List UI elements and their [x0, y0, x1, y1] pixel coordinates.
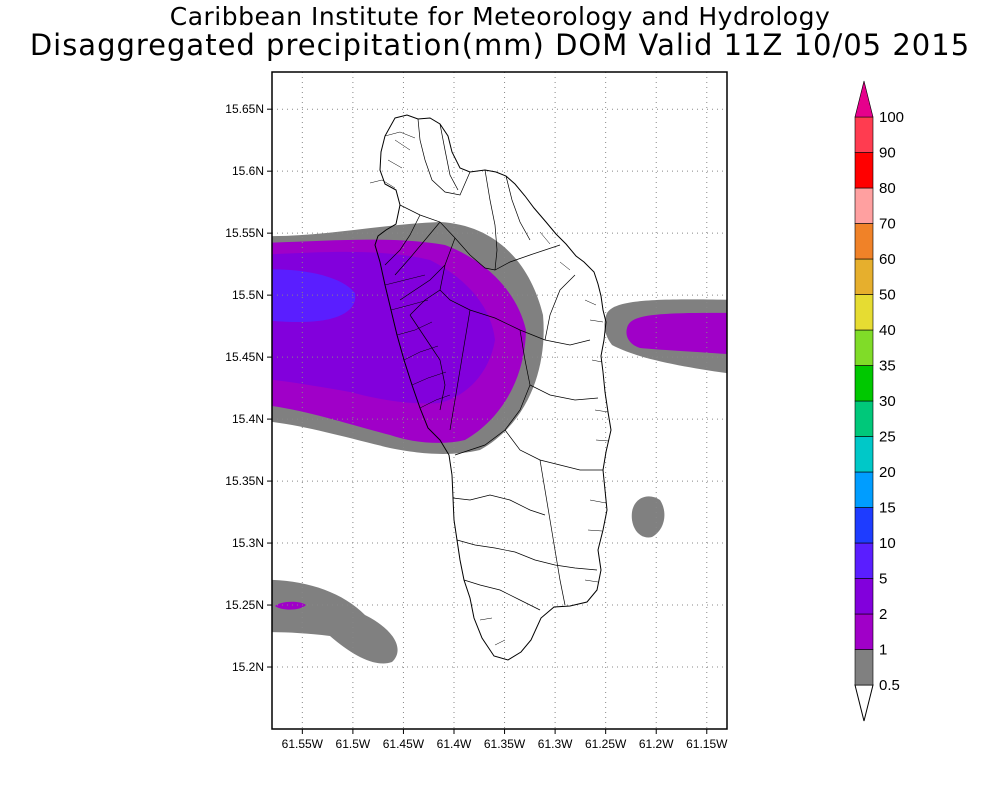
colorbar-swatch-0 — [854, 649, 874, 686]
colorbar-swatch-2 — [854, 578, 874, 615]
lon-tick-label-7: 61.2W — [639, 737, 674, 751]
colorbar-swatch-9 — [854, 329, 874, 366]
lat-tick-label-5: 15.4N — [232, 412, 264, 426]
lon-tick-label-3: 61.4W — [437, 737, 472, 751]
colorbar-swatch-13 — [854, 187, 874, 224]
colorbar-label-5: 15 — [879, 500, 896, 517]
colorbar-label-11: 50 — [879, 287, 896, 304]
colorbar-high-arrow — [854, 80, 874, 118]
colorbar-label-10: 40 — [879, 322, 896, 339]
colorbar-swatch-3 — [854, 542, 874, 579]
colorbar-label-16: 100 — [879, 109, 904, 126]
lat-tick-label-8: 15.25N — [225, 598, 264, 612]
colorbar-label-6: 20 — [879, 464, 896, 481]
colorbar-swatch-14 — [854, 152, 874, 189]
colorbar-label-9: 35 — [879, 358, 896, 375]
lat-tick-label-7: 15.3N — [232, 536, 264, 550]
lon-tick-label-8: 61.15W — [686, 737, 728, 751]
colorbar-swatch-10 — [854, 294, 874, 331]
map-grid — [272, 72, 727, 729]
colorbar-swatch-5 — [854, 471, 874, 508]
colorbar-label-3: 5 — [879, 571, 887, 588]
colorbar-label-12: 60 — [879, 251, 896, 268]
colorbar-swatch-1 — [854, 613, 874, 650]
colorbar-swatch-12 — [854, 223, 874, 260]
latitude-axis: 15.65N 15.6N 15.55N 15.5N 15.45N 15.4N 15.35N 1… — [225, 102, 272, 674]
lat-tick-label-1: 15.6N — [232, 164, 264, 178]
colorbar-swatch-15 — [854, 116, 874, 153]
colorbar-label-0: 0.5 — [879, 677, 900, 694]
colorbar-label-8: 30 — [879, 393, 896, 410]
colorbar-label-15: 90 — [879, 145, 896, 162]
lon-tick-label-2: 61.45W — [383, 737, 425, 751]
plot-frame — [271, 71, 728, 730]
colorbar-swatch-11 — [854, 258, 874, 295]
lon-tick-label-4: 61.35W — [484, 737, 526, 751]
lon-tick-label-0: 61.55W — [282, 737, 324, 751]
colorbar-swatch-6 — [854, 436, 874, 473]
colorbar-swatch-8 — [854, 365, 874, 402]
colorbar-label-2: 2 — [879, 606, 887, 623]
colorbar-label-4: 10 — [879, 535, 896, 552]
lat-tick-label-3: 15.5N — [232, 288, 264, 302]
colorbar-label-1: 1 — [879, 642, 887, 659]
colorbar-swatch-4 — [854, 507, 874, 544]
lat-tick-label-6: 15.35N — [225, 474, 264, 488]
dominica-coastline — [369, 114, 612, 661]
colorbar-label-14: 80 — [879, 180, 896, 197]
lon-tick-label-6: 61.25W — [585, 737, 627, 751]
colorbar-label-7: 25 — [879, 429, 896, 446]
chart-subtitle: Disaggregated precipitation(mm) DOM Vali… — [29, 28, 971, 62]
chart-title: Caribbean Institute for Meteorology and … — [169, 2, 831, 31]
colorbar-low-arrow — [854, 684, 874, 722]
lat-tick-label-4: 15.45N — [225, 350, 264, 364]
plot-area — [272, 72, 727, 729]
colorbar-label-13: 70 — [879, 216, 896, 233]
precip-band-5 — [272, 269, 356, 322]
lat-tick-label-0: 15.65N — [225, 102, 264, 116]
longitude-axis: 61.55W 61.5W 61.45W 61.4W 61.35W 61.3W 61.25W 6… — [282, 729, 728, 751]
colorbar-swatch-7 — [854, 400, 874, 437]
lon-tick-label-1: 61.5W — [336, 737, 371, 751]
lat-tick-label-2: 15.55N — [225, 226, 264, 240]
lon-tick-label-5: 61.3W — [538, 737, 573, 751]
lat-tick-label-9: 15.2N — [232, 660, 264, 674]
